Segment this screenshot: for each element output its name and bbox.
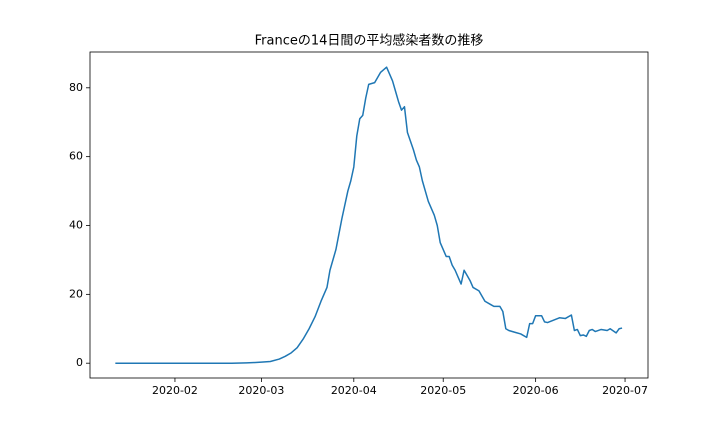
x-tick-label: 2020-02 bbox=[152, 384, 198, 397]
y-tick-label: 60 bbox=[69, 150, 83, 163]
y-tick-label: 0 bbox=[76, 356, 83, 369]
x-tick-label: 2020-06 bbox=[513, 384, 559, 397]
chart-title: Franceの14日間の平均感染者数の推移 bbox=[255, 33, 484, 49]
y-tick-label: 40 bbox=[69, 218, 83, 231]
y-tick-label: 20 bbox=[69, 287, 83, 300]
y-tick-label: 80 bbox=[69, 81, 83, 94]
data-line bbox=[115, 66, 623, 364]
x-tick-label: 2020-04 bbox=[331, 384, 377, 397]
x-tick-label: 2020-07 bbox=[602, 384, 648, 397]
axes-frame bbox=[89, 51, 649, 379]
x-tick-label: 2020-03 bbox=[238, 384, 284, 397]
x-tick-label: 2020-05 bbox=[420, 384, 466, 397]
